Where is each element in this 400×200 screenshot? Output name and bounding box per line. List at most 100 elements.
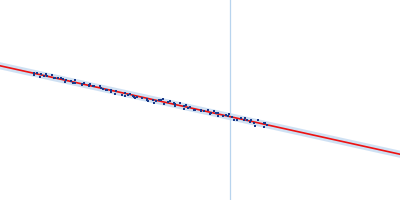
Point — [151, 101, 157, 104]
Point — [34, 72, 40, 75]
Point — [144, 98, 150, 101]
Point — [165, 100, 172, 103]
Point — [242, 117, 248, 120]
Point — [207, 111, 214, 114]
Point — [262, 121, 268, 125]
Point — [171, 101, 177, 104]
Point — [78, 83, 85, 86]
Point — [100, 88, 106, 91]
Point — [229, 115, 235, 118]
Point — [252, 124, 258, 127]
Point — [31, 71, 37, 74]
Point — [250, 122, 257, 125]
Point — [260, 126, 267, 129]
Point — [126, 92, 133, 95]
Point — [238, 116, 244, 119]
Point — [60, 77, 66, 80]
Point — [55, 77, 61, 80]
Point — [192, 109, 198, 112]
Point — [51, 77, 57, 80]
Point — [172, 102, 178, 105]
Point — [125, 94, 132, 97]
Point — [176, 101, 183, 104]
Point — [187, 105, 194, 109]
Point — [156, 98, 162, 101]
Point — [37, 72, 44, 76]
Point — [68, 80, 74, 83]
Point — [63, 78, 69, 82]
Point — [130, 94, 136, 98]
Point — [87, 83, 93, 86]
Point — [157, 98, 164, 101]
Point — [90, 84, 97, 87]
Point — [167, 100, 173, 103]
Point — [160, 97, 166, 101]
Point — [52, 77, 58, 80]
Point — [97, 85, 103, 88]
Point — [122, 95, 128, 98]
Point — [261, 122, 268, 125]
Point — [223, 114, 229, 117]
Point — [234, 119, 240, 122]
Point — [160, 103, 167, 106]
Point — [139, 96, 145, 99]
Point — [200, 109, 207, 113]
Point — [113, 90, 120, 93]
Point — [153, 99, 159, 102]
Point — [119, 93, 125, 96]
Point — [132, 96, 138, 99]
Point — [185, 107, 191, 110]
Point — [107, 90, 114, 94]
Point — [181, 107, 188, 111]
Point — [255, 118, 262, 121]
Point — [181, 104, 187, 107]
Point — [204, 109, 211, 112]
Point — [108, 88, 114, 92]
Point — [43, 74, 50, 77]
Point — [43, 72, 50, 75]
Point — [214, 114, 221, 118]
Point — [36, 75, 43, 78]
Point — [72, 78, 79, 81]
Point — [264, 123, 271, 126]
Point — [220, 114, 227, 118]
Point — [244, 118, 250, 122]
Point — [31, 73, 37, 76]
Point — [104, 88, 110, 92]
Point — [41, 75, 47, 78]
Point — [72, 82, 78, 85]
Point — [190, 109, 197, 112]
Point — [79, 84, 86, 87]
Point — [49, 73, 56, 76]
Point — [248, 118, 254, 121]
Point — [58, 76, 64, 79]
Point — [246, 121, 253, 124]
Point — [240, 118, 247, 122]
Point — [134, 95, 140, 99]
Point — [210, 110, 217, 113]
Point — [81, 82, 87, 85]
Point — [86, 84, 92, 87]
Point — [226, 113, 232, 116]
Point — [70, 81, 76, 84]
Point — [86, 84, 92, 87]
Point — [225, 114, 231, 117]
Point — [183, 103, 189, 107]
Point — [112, 92, 118, 96]
Point — [171, 104, 178, 107]
Point — [98, 86, 104, 89]
Point — [150, 98, 157, 101]
Point — [90, 84, 97, 87]
Point — [62, 81, 68, 84]
Point — [231, 119, 237, 122]
Point — [145, 99, 151, 103]
Point — [207, 112, 214, 115]
Point — [103, 89, 110, 92]
Point — [198, 108, 204, 111]
Point — [144, 97, 150, 100]
Point — [215, 111, 221, 115]
Point — [213, 111, 220, 114]
Point — [121, 91, 128, 94]
Point — [198, 110, 204, 113]
Point — [130, 96, 137, 99]
